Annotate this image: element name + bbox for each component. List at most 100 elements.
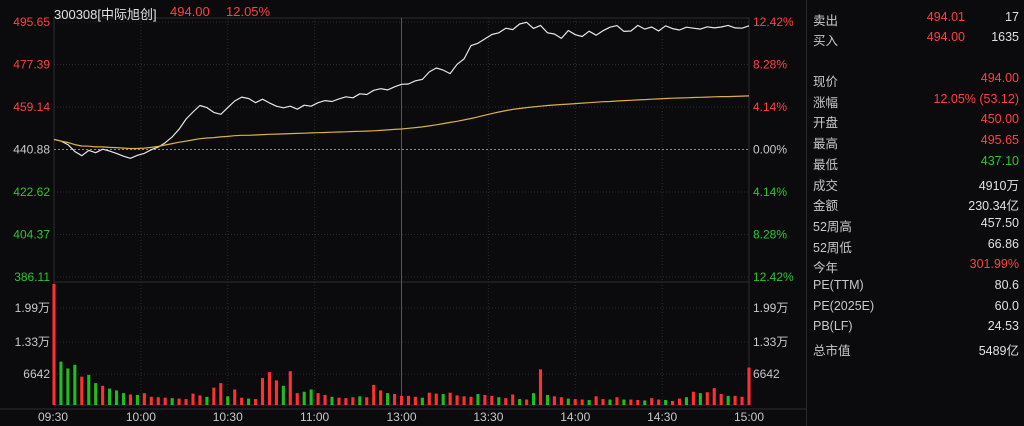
quote-row: 今年 301.99% xyxy=(813,255,1019,275)
stock-code-name: 300308[中际旭创] xyxy=(54,7,157,22)
quote-row-label: 今年 xyxy=(813,261,839,276)
price-tick-label: 404.37 xyxy=(13,228,50,242)
volume-bar xyxy=(629,399,633,405)
volume-bar xyxy=(643,400,647,405)
volume-bar xyxy=(121,393,126,405)
volume-bar xyxy=(337,397,341,405)
volume-bar xyxy=(719,394,723,405)
sell-price: 494.01 xyxy=(926,10,965,24)
volume-bar xyxy=(476,394,480,405)
volume-bar xyxy=(483,394,487,405)
volume-bar xyxy=(608,399,612,405)
buy-price: 494.00 xyxy=(926,30,965,44)
sell-qty: 17 xyxy=(1005,10,1019,24)
quote-row: 涨幅 12.05% (53.12) xyxy=(813,90,1019,110)
volume-bar xyxy=(386,393,390,405)
quote-row-label: PE(2025E) xyxy=(813,298,875,313)
sell-row[interactable]: 卖出 494.01 17 xyxy=(813,8,1019,28)
quote-row-value: 301.99% xyxy=(969,257,1019,272)
volume-bar xyxy=(615,397,619,405)
volume-bar xyxy=(462,396,466,405)
quote-row-value: 5489亿 xyxy=(978,344,1019,359)
volume-bar xyxy=(372,384,376,405)
x-tick-label: 13:30 xyxy=(473,410,503,424)
volume-bar xyxy=(288,371,292,405)
volume-bar xyxy=(260,378,265,405)
volume-bar xyxy=(108,388,112,405)
sell-label: 卖出 xyxy=(813,14,839,28)
volume-bar xyxy=(740,396,744,405)
header-change-pct: 12.05% xyxy=(226,4,271,19)
volume-bar xyxy=(240,397,244,405)
volume-bar xyxy=(726,395,730,405)
quote-row-value: 66.86 xyxy=(987,236,1019,251)
pct-tick-label: 4.14% xyxy=(753,100,787,114)
quote-row: 52周低 66.86 xyxy=(813,235,1019,255)
volume-bar xyxy=(406,395,410,405)
x-tick-label: 15:00 xyxy=(734,410,764,424)
x-tick-label: 10:30 xyxy=(213,410,243,424)
volume-bar xyxy=(504,398,508,405)
quote-row: 开盘 450.00 xyxy=(813,110,1019,130)
volume-bar xyxy=(650,398,654,405)
quote-row-label: 最低 xyxy=(813,157,839,172)
volume-bar xyxy=(566,398,570,405)
volume-bar xyxy=(156,397,160,405)
quote-row: 总市值 5489亿 xyxy=(813,338,1019,358)
volume-bar xyxy=(212,387,216,405)
quote-row-label: 现价 xyxy=(813,75,839,89)
volume-bar xyxy=(636,399,640,405)
volume-bar xyxy=(705,392,709,405)
quote-panel: 卖出 494.01 17 买入 494.00 1635 现价 494.00 涨幅 12… xyxy=(806,0,1024,426)
price-tick-label: 386.11 xyxy=(14,270,50,284)
volume-tick-label-left: 1.99万 xyxy=(15,301,50,315)
buy-qty: 1635 xyxy=(991,30,1019,44)
volume-bar xyxy=(497,397,501,405)
volume-bar xyxy=(393,394,397,405)
volume-bar xyxy=(101,385,105,405)
price-tick-label: 440.88 xyxy=(13,143,50,157)
volume-bar xyxy=(191,393,195,405)
volume-bar xyxy=(66,368,70,405)
price-tick-label: 422.62 xyxy=(13,185,50,199)
x-tick-label: 13:00 xyxy=(386,410,416,424)
quote-row-value: 4910万 xyxy=(978,178,1019,193)
volume-bar xyxy=(538,369,543,405)
volume-bar xyxy=(247,398,251,405)
volume-bar xyxy=(94,383,98,405)
volume-bar xyxy=(198,395,202,405)
quote-row-value: 457.50 xyxy=(980,215,1019,230)
volume-bar xyxy=(552,396,556,405)
quote-row-value: 12.05% (53.12) xyxy=(933,91,1019,106)
pct-tick-label: 4.14% xyxy=(753,185,787,199)
pct-tick-label: 8.28% xyxy=(753,228,787,242)
volume-bar xyxy=(712,388,716,405)
volume-bar xyxy=(379,390,383,405)
volume-bar xyxy=(163,397,167,405)
volume-bar xyxy=(587,399,591,405)
volume-tick-label-right: 6642 xyxy=(753,367,780,381)
chart-svg[interactable]: 09:30 10:00 10:30 11:00 13:00 13:30 14:00 14:30… xyxy=(0,0,806,426)
pct-tick-label: 0.00% xyxy=(753,143,787,157)
volume-bar xyxy=(601,399,605,405)
volume-bar xyxy=(344,398,348,405)
volume-bar xyxy=(135,394,139,405)
volume-bar xyxy=(580,399,584,405)
quote-row: 最低 437.10 xyxy=(813,152,1019,172)
quote-row-label: 最高 xyxy=(813,137,839,152)
volume-bar xyxy=(413,396,417,405)
volume-bar xyxy=(490,395,494,405)
volume-bar xyxy=(399,395,404,405)
quote-row-value: 494.00 xyxy=(980,71,1019,85)
volume-bar xyxy=(351,397,355,405)
pct-tick-label: 12.42% xyxy=(753,15,794,29)
volume-bar xyxy=(684,397,688,405)
intraday-chart[interactable]: 09:30 10:00 10:30 11:00 13:00 13:30 14:00 14:30… xyxy=(0,0,806,426)
volume-bar xyxy=(254,399,258,405)
price-tick-label: 495.65 xyxy=(13,15,50,29)
header-price: 494.00 xyxy=(170,4,210,19)
buy-row[interactable]: 买入 494.00 1635 xyxy=(813,28,1019,48)
volume-bar xyxy=(747,367,751,405)
volume-bar xyxy=(281,385,285,405)
volume-bar xyxy=(59,361,63,405)
